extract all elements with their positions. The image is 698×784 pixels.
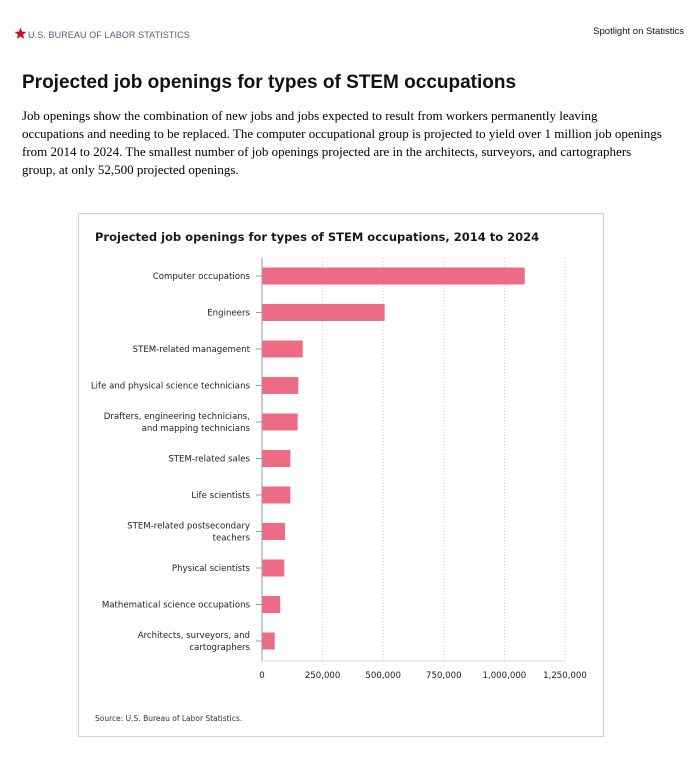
bar	[262, 304, 385, 321]
agency-logo[interactable]: U.S. BUREAU OF LABOR STATISTICS	[14, 26, 190, 40]
star-icon	[14, 27, 27, 39]
category-label: Life and physical science technicians	[91, 382, 251, 392]
x-tick-label: 1,250,000	[543, 671, 587, 681]
category-label: teachers	[213, 534, 251, 544]
publication-series: Spotlight on Statistics	[593, 26, 684, 37]
bar	[262, 340, 303, 358]
category-label: Drafters, engineering technicians,	[104, 412, 250, 422]
bar	[262, 377, 299, 394]
x-tick-label: 1,000,000	[483, 671, 527, 681]
category-label: STEM-related management	[133, 345, 251, 355]
category-label: Architects, surveyors, and	[138, 631, 250, 641]
chart-title: Projected job openings for types of STEM…	[95, 230, 540, 244]
category-label: cartographers	[189, 643, 250, 653]
page-title: Projected job openings for types of STEM…	[22, 72, 517, 93]
x-tick-label: 750,000	[426, 671, 462, 681]
chart-container: Computer occupations Engineers STEM-relate…	[78, 213, 604, 737]
bar	[262, 596, 281, 613]
category-label: Mathematical science occupations	[102, 601, 251, 611]
chart-source: Source: U.S. Bureau of Labor Statistics.	[95, 714, 243, 723]
bar	[262, 450, 291, 467]
x-tick-label: 0	[259, 671, 264, 681]
x-tick-label: 500,000	[365, 671, 401, 681]
x-tick-label: 250,000	[305, 671, 341, 681]
category-label: Life scientists	[191, 491, 250, 501]
category-label: Physical scientists	[172, 564, 251, 574]
category-label: STEM-related postsecondary	[127, 522, 250, 532]
category-label: STEM-related sales	[168, 455, 250, 465]
bar	[262, 486, 291, 504]
category-label: Engineers	[207, 309, 250, 319]
bar-chart: Computer occupations Engineers STEM-relate…	[91, 258, 587, 681]
category-label: and mapping technicians	[142, 424, 251, 434]
bar	[262, 267, 525, 285]
bar	[262, 632, 275, 650]
bar	[262, 413, 298, 431]
bar	[262, 523, 286, 540]
bar	[262, 559, 285, 577]
agency-name: U.S. BUREAU OF LABOR STATISTICS	[28, 30, 190, 40]
category-label: Computer occupations	[153, 272, 251, 282]
intro-paragraph: Job openings show the combination of new…	[22, 108, 662, 177]
top-bar: U.S. BUREAU OF LABOR STATISTICS Spotligh…	[14, 26, 684, 42]
